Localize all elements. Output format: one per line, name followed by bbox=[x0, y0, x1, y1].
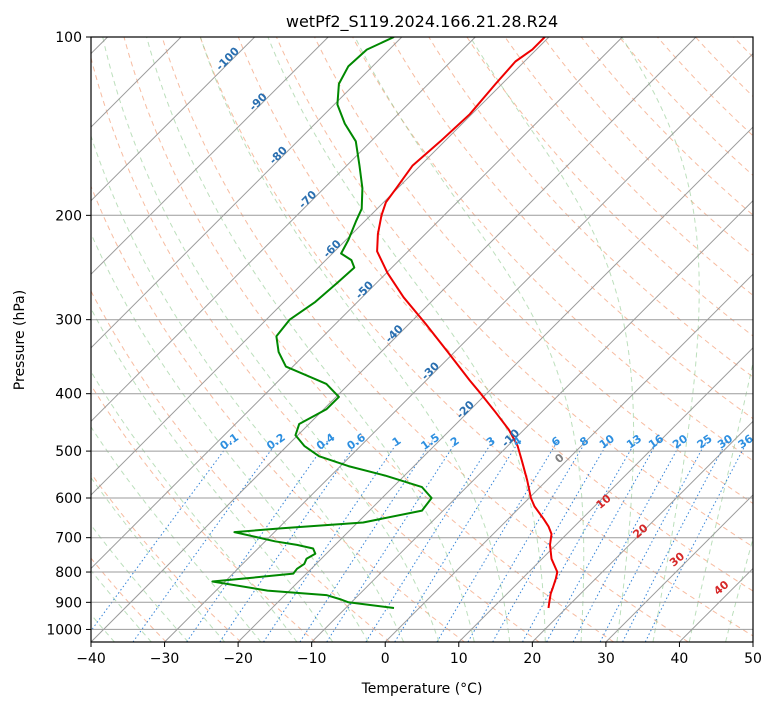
y-tick-label: 700 bbox=[55, 531, 82, 547]
dry-adiabat bbox=[91, 472, 242, 642]
mixing-ratio-line bbox=[299, 440, 433, 642]
x-tick-label: 0 bbox=[381, 651, 390, 667]
dry-adiabat bbox=[352, 37, 753, 462]
data-series bbox=[211, 37, 559, 609]
dry-adiabat bbox=[314, 37, 753, 505]
skewed-isotherm bbox=[237, 126, 753, 642]
dry-adiabat bbox=[618, 37, 753, 177]
mixing-ratio-line bbox=[546, 440, 659, 642]
grid-lines bbox=[91, 37, 753, 642]
y-tick-label: 800 bbox=[55, 565, 82, 581]
x-axis-label: Temperature (°C) bbox=[361, 681, 483, 697]
y-tick-label: 400 bbox=[55, 387, 82, 403]
moist-adiabat bbox=[102, 37, 440, 642]
x-tick-label: 30 bbox=[597, 651, 615, 667]
dry-adiabat bbox=[161, 37, 689, 642]
y-axis-label: Pressure (hPa) bbox=[12, 290, 28, 390]
mixing-ratio-line bbox=[644, 440, 749, 642]
mixing-ratio-line bbox=[467, 440, 587, 642]
skewed-isotherm bbox=[91, 37, 403, 349]
dry-adiabat bbox=[91, 55, 540, 642]
x-tick-label: 10 bbox=[450, 651, 468, 667]
y-axis: 100 200 300 400 500 600 700 800 900 1000 bbox=[46, 30, 91, 638]
mixing-ratio-line bbox=[219, 440, 359, 642]
plot-frame bbox=[90, 36, 754, 643]
skewed-isotherm bbox=[605, 494, 753, 642]
chart-title: wetPf2_S119.2024.166.21.28.R24 bbox=[286, 12, 558, 32]
moist-adiabat bbox=[91, 524, 189, 642]
dry-adiabat bbox=[91, 384, 316, 642]
moist-adiabat bbox=[621, 37, 700, 642]
y-tick-label: 200 bbox=[55, 208, 82, 224]
mixing-ratio-line bbox=[572, 440, 683, 642]
dry-adiabat bbox=[504, 37, 753, 296]
x-tick-label: 50 bbox=[744, 651, 762, 667]
x-tick-label: 40 bbox=[671, 651, 689, 667]
mixing-ratio-line bbox=[186, 440, 329, 642]
moist-adiabat bbox=[91, 569, 152, 642]
skewed-isotherm bbox=[91, 37, 697, 642]
mixing-ratio-line bbox=[91, 440, 232, 632]
mixing-ratio-line bbox=[522, 440, 637, 642]
dry-adiabat bbox=[199, 37, 753, 637]
x-tick-label: −20 bbox=[223, 651, 253, 667]
mixing-ratio-line bbox=[263, 440, 400, 642]
moist-adiabat bbox=[91, 426, 262, 642]
mixing-ratio-line bbox=[326, 440, 458, 642]
skewed-isotherm bbox=[91, 37, 476, 423]
mixing-ratio-line bbox=[365, 440, 494, 642]
y-tick-label: 300 bbox=[55, 313, 82, 329]
y-tick-label: 600 bbox=[55, 491, 82, 507]
y-tick-label: 1000 bbox=[46, 622, 82, 638]
x-tick-label: −40 bbox=[76, 651, 106, 667]
moist-adiabat bbox=[91, 476, 225, 642]
skewed-isotherm bbox=[91, 37, 329, 275]
moist-adiabat bbox=[146, 37, 475, 642]
moist-adiabat bbox=[91, 134, 405, 642]
skewed-isotherm bbox=[311, 199, 753, 642]
moist-adiabat bbox=[267, 37, 546, 642]
x-tick-label: −10 bbox=[297, 651, 327, 667]
mixing-ratio-line bbox=[132, 440, 279, 642]
dry-adiabat bbox=[91, 290, 391, 642]
y-tick-label: 500 bbox=[55, 444, 82, 460]
moist-adiabat bbox=[91, 370, 298, 642]
x-tick-label: −30 bbox=[150, 651, 180, 667]
x-tick-label: 20 bbox=[523, 651, 541, 667]
skewed-isotherm bbox=[531, 420, 753, 642]
moist-adiabat bbox=[354, 37, 585, 642]
skewed-isotherm bbox=[384, 273, 753, 642]
dry-adiabat bbox=[580, 37, 753, 216]
skewed-isotherm bbox=[91, 37, 623, 570]
y-tick-label: 100 bbox=[55, 30, 82, 46]
x-axis: −40 −30 −20 −10 0 10 20 30 40 50 bbox=[76, 642, 762, 667]
temperature-profile-line bbox=[376, 37, 559, 609]
mixing-ratio-line bbox=[492, 440, 610, 642]
y-tick-label: 900 bbox=[55, 595, 82, 611]
skewed-isotherm bbox=[91, 37, 256, 202]
dry-adiabat bbox=[237, 37, 753, 592]
dry-adiabat bbox=[542, 37, 753, 256]
dewpoint-profile-line bbox=[211, 37, 433, 609]
skewed-isotherm bbox=[458, 347, 753, 642]
skewed-isotherm bbox=[164, 52, 753, 642]
skewed-isotherm bbox=[91, 37, 550, 496]
